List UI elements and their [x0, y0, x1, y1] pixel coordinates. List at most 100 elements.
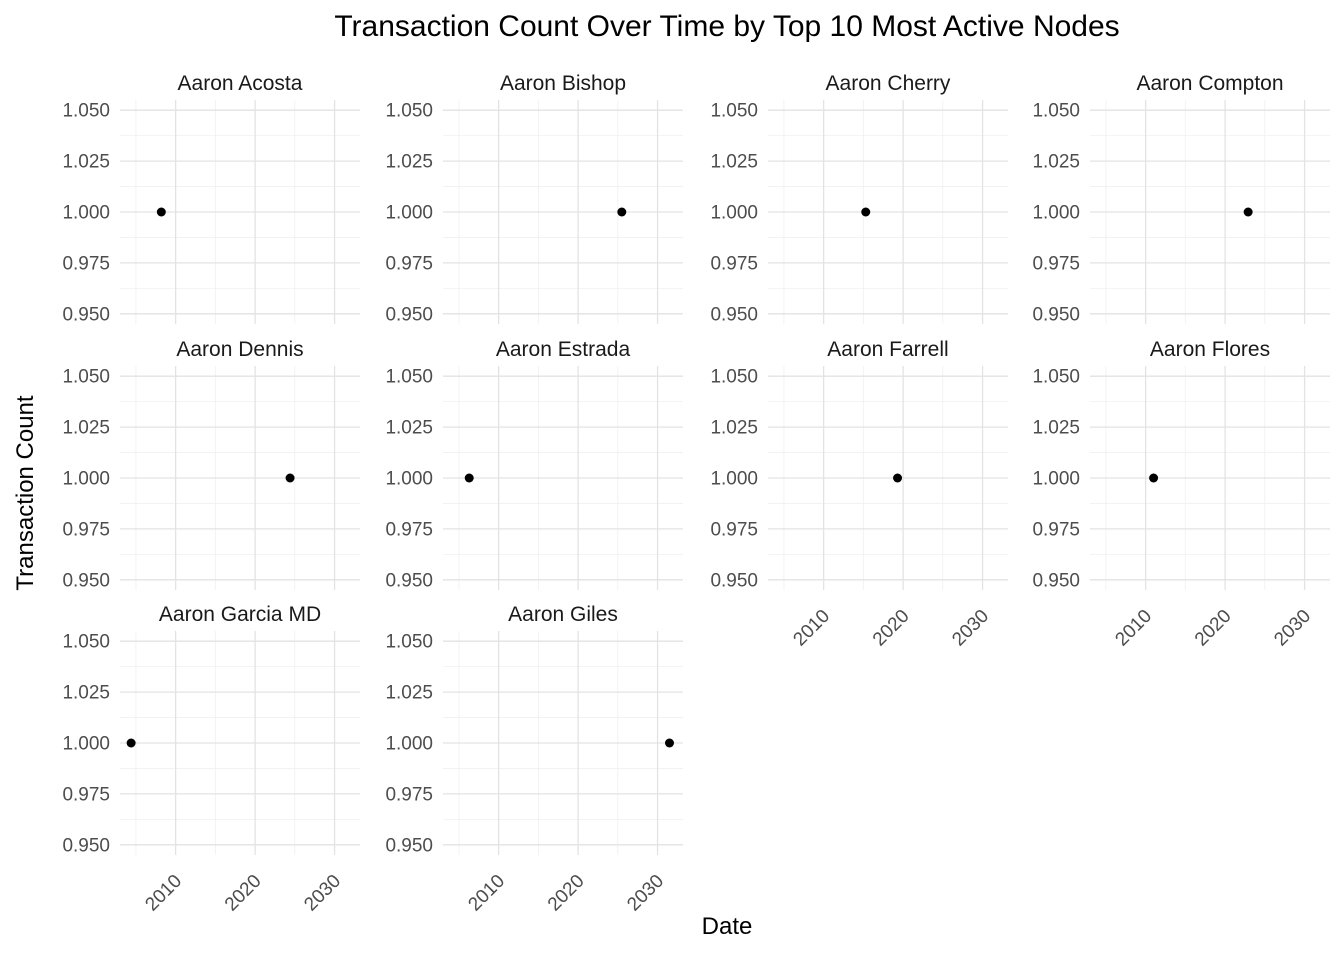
panel-area [1090, 366, 1330, 590]
y-tick-label: 1.025 [62, 418, 110, 439]
data-point [861, 207, 871, 217]
y-tick-label: 0.950 [710, 570, 758, 591]
facet-panel: Aaron Giles 0.950 0.975 1.000 1.025 1.050 2010… [385, 603, 683, 916]
panel-area [768, 366, 1008, 590]
facet-title: Aaron Dennis [176, 338, 303, 361]
y-tick-label: 0.950 [385, 835, 433, 856]
y-tick-label: 1.050 [62, 101, 110, 122]
y-tick-label: 1.025 [385, 152, 433, 173]
y-tick-label: 0.975 [1032, 253, 1080, 274]
x-tick-label: 2020 [869, 606, 914, 651]
y-tick-label: 0.975 [62, 784, 110, 805]
y-tick-label: 0.950 [62, 835, 110, 856]
y-tick-label: 0.950 [62, 304, 110, 325]
panel-area [768, 100, 1008, 324]
x-tick-label: 2020 [1191, 606, 1236, 651]
x-tick-label: 2010 [789, 606, 834, 651]
y-tick-label: 1.000 [1032, 203, 1080, 224]
x-tick-label: 2020 [221, 871, 266, 916]
facet-title: Aaron Farrell [827, 338, 948, 361]
chart-title: Transaction Count Over Time by Top 10 Mo… [334, 10, 1120, 43]
y-tick-label: 1.000 [385, 203, 433, 224]
y-tick-label: 1.000 [62, 734, 110, 755]
y-tick-label: 0.950 [710, 304, 758, 325]
panel-area [120, 631, 360, 855]
facet-panel: Aaron Farrell 0.950 0.975 1.000 1.025 1.050 20… [710, 338, 1008, 651]
data-point [1149, 473, 1159, 483]
y-tick-label: 0.950 [1032, 570, 1080, 591]
facet-title: Aaron Compton [1136, 72, 1283, 95]
data-point [126, 738, 136, 748]
panel-area [443, 631, 683, 855]
x-tick-label: 2010 [1111, 606, 1156, 651]
facet-title: Aaron Flores [1150, 338, 1270, 361]
y-tick-label: 1.050 [62, 632, 110, 653]
y-tick-label: 1.025 [385, 418, 433, 439]
y-tick-label: 1.025 [62, 152, 110, 173]
y-tick-label: 1.000 [62, 469, 110, 490]
y-tick-label: 1.050 [62, 367, 110, 388]
data-point [464, 473, 474, 483]
data-point [156, 207, 166, 217]
panel-area [120, 100, 360, 324]
y-tick-label: 1.025 [710, 152, 758, 173]
panel-area [120, 366, 360, 590]
y-tick-label: 1.000 [710, 469, 758, 490]
y-tick-label: 1.000 [385, 469, 433, 490]
y-tick-label: 0.950 [62, 570, 110, 591]
y-tick-label: 1.050 [1032, 101, 1080, 122]
facet-title: Aaron Estrada [496, 338, 631, 361]
panel-area [443, 366, 683, 590]
y-tick-label: 1.050 [710, 367, 758, 388]
y-axis-title: Transaction Count [12, 395, 39, 591]
y-tick-label: 0.950 [1032, 304, 1080, 325]
y-tick-label: 0.975 [62, 253, 110, 274]
y-tick-label: 1.050 [385, 101, 433, 122]
facet-title: Aaron Garcia MD [159, 603, 321, 626]
facet-panel: Aaron Dennis 0.950 0.975 1.000 1.025 1.050 [62, 338, 360, 591]
y-tick-label: 0.975 [385, 253, 433, 274]
y-tick-label: 0.950 [385, 304, 433, 325]
y-tick-label: 1.000 [710, 203, 758, 224]
y-tick-label: 0.975 [62, 519, 110, 540]
facet-panel: Aaron Bishop 0.950 0.975 1.000 1.025 1.050 [385, 72, 683, 325]
data-point [285, 473, 295, 483]
x-tick-label: 2010 [141, 871, 186, 916]
x-axis-title: Date [701, 913, 753, 940]
facet-title: Aaron Acosta [178, 72, 303, 95]
panel-area [1090, 100, 1330, 324]
x-tick-label: 2030 [1270, 606, 1315, 651]
facet-title: Aaron Cherry [826, 72, 951, 95]
y-tick-label: 1.000 [62, 203, 110, 224]
y-tick-label: 1.000 [385, 734, 433, 755]
y-tick-label: 0.975 [385, 784, 433, 805]
facet-panel: Aaron Compton 0.950 0.975 1.000 1.025 1.050 [1032, 72, 1330, 325]
facet-panel: Aaron Cherry 0.950 0.975 1.000 1.025 1.050 [710, 72, 1008, 325]
y-tick-label: 1.025 [710, 418, 758, 439]
facet-panel: Aaron Estrada 0.950 0.975 1.000 1.025 1.050 [385, 338, 683, 591]
y-tick-label: 1.050 [1032, 367, 1080, 388]
panel-area [443, 100, 683, 324]
y-tick-label: 0.975 [710, 519, 758, 540]
data-point [893, 473, 903, 483]
x-tick-label: 2030 [948, 606, 993, 651]
y-tick-label: 0.975 [710, 253, 758, 274]
data-point [664, 738, 674, 748]
x-tick-label: 2010 [464, 871, 509, 916]
facet-panel: Aaron Garcia MD 0.950 0.975 1.000 1.025 1.050… [62, 603, 360, 916]
y-tick-label: 0.975 [1032, 519, 1080, 540]
data-point [617, 207, 627, 217]
facet-title: Aaron Bishop [500, 72, 626, 95]
y-tick-label: 0.975 [385, 519, 433, 540]
y-tick-label: 1.025 [1032, 418, 1080, 439]
x-tick-label: 2020 [544, 871, 589, 916]
x-tick-label: 2030 [300, 871, 345, 916]
y-tick-label: 1.000 [1032, 469, 1080, 490]
facet-panel: Aaron Flores 0.950 0.975 1.000 1.025 1.050 201… [1032, 338, 1330, 651]
data-point [1243, 207, 1253, 217]
y-tick-label: 1.025 [62, 683, 110, 704]
facet-title: Aaron Giles [508, 603, 618, 626]
facet-panel: Aaron Acosta 0.950 0.975 1.000 1.025 1.050 [62, 72, 360, 325]
y-tick-label: 1.025 [1032, 152, 1080, 173]
